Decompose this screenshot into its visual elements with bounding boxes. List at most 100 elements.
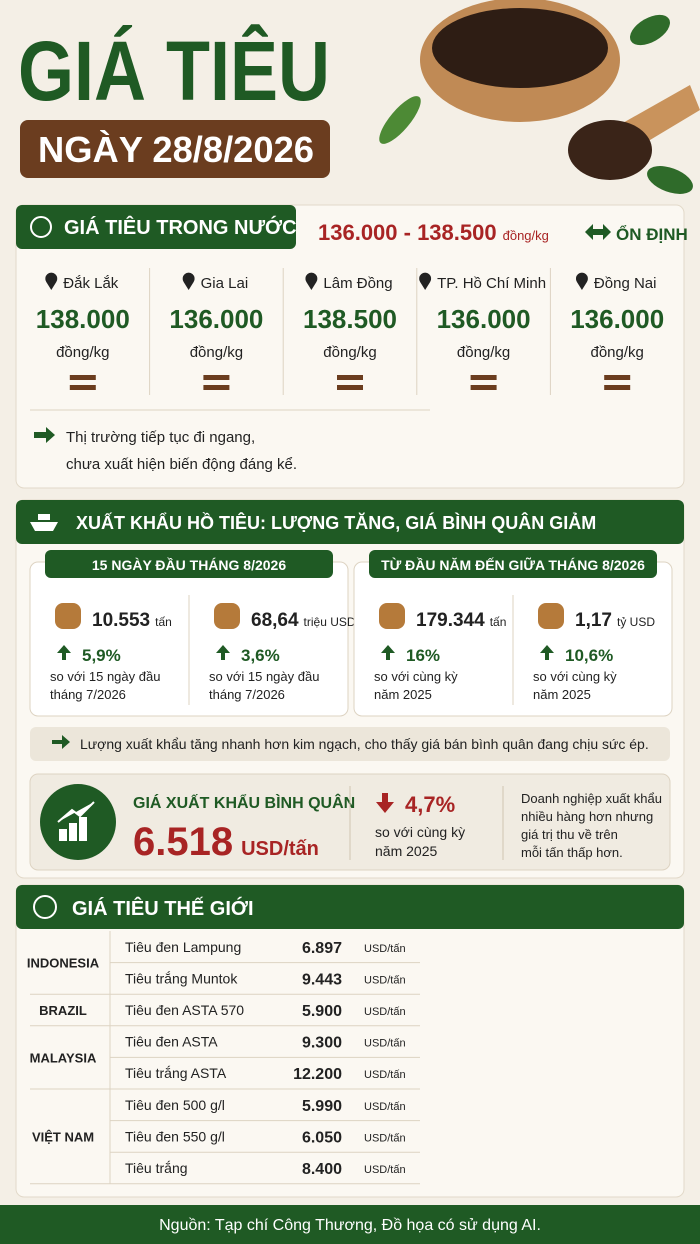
export-compare: so với cùng kỳ bbox=[533, 669, 617, 684]
note-arrow bbox=[34, 427, 55, 443]
equal-icon bbox=[69, 385, 96, 390]
world-price: 8.400 bbox=[302, 1161, 342, 1178]
region-price: 138.500 bbox=[303, 304, 397, 334]
pin-icon bbox=[45, 272, 58, 290]
average-value: 6.518 USD/tấn bbox=[133, 820, 319, 864]
equal-icon bbox=[69, 375, 96, 380]
region-name: Lâm Đồng bbox=[323, 275, 392, 292]
domestic-note: Thị trường tiếp tục đi ngang, bbox=[66, 429, 255, 446]
chart-icon-bg bbox=[40, 784, 116, 860]
average-change: 4,7% bbox=[405, 792, 455, 817]
world-unit: USD/tấn bbox=[364, 974, 406, 986]
world-unit: USD/tấn bbox=[364, 1069, 406, 1081]
price-range: 136.000 - 138.500 đồng/kg bbox=[318, 220, 549, 245]
average-label: GIÁ XUẤT KHẨU BÌNH QUÂN bbox=[133, 793, 355, 812]
average-compare: năm 2025 bbox=[375, 843, 437, 859]
up-arrow bbox=[540, 645, 554, 660]
product: Tiêu đen ASTA 570 bbox=[125, 1002, 244, 1018]
average-comment: Doanh nghiệp xuất khẩu bbox=[521, 791, 662, 806]
pin-icon bbox=[419, 272, 432, 290]
export-value-part: 179.344 bbox=[416, 610, 485, 631]
equal-icon bbox=[604, 375, 631, 380]
export-heading: XUẤT KHẨU HỒ TIÊU: LƯỢNG TĂNG, GIÁ BÌNH … bbox=[76, 512, 596, 533]
world-price: 12.200 bbox=[293, 1066, 342, 1083]
product: Tiêu đen 500 g/l bbox=[125, 1097, 225, 1113]
region-unit: đồng/kg bbox=[457, 344, 510, 361]
equal-icon bbox=[203, 385, 230, 390]
average-comment: nhiều hàng hơn nhưng bbox=[521, 809, 653, 824]
region-unit: đồng/kg bbox=[323, 344, 376, 361]
source: Nguồn: Tạp chí Công Thương, Đồ họa có sử… bbox=[159, 1217, 541, 1234]
world-price: 6.050 bbox=[302, 1129, 342, 1146]
export-change: 10,6% bbox=[565, 646, 613, 665]
export-value: 179.344 tấn bbox=[416, 610, 506, 631]
region-name: TP. Hồ Chí Minh bbox=[437, 275, 546, 292]
region-name: Đắk Lắk bbox=[63, 275, 119, 292]
export-value-part: tỷ USD bbox=[617, 615, 655, 629]
chart-icon bbox=[57, 801, 95, 841]
export-tab bbox=[16, 500, 684, 544]
export-value-part: tấn bbox=[155, 615, 172, 629]
world-price: 9.443 bbox=[302, 971, 342, 988]
country-name: BRAZIL bbox=[39, 1003, 87, 1018]
leaf-icon bbox=[30, 216, 52, 238]
region-unit: đồng/kg bbox=[591, 344, 644, 361]
export-value-part: tấn bbox=[490, 615, 507, 629]
world-price: 6.897 bbox=[302, 940, 342, 957]
period-title: 15 NGÀY ĐẦU THÁNG 8/2026 bbox=[92, 557, 286, 573]
money-icon bbox=[379, 603, 405, 629]
equal-icon bbox=[203, 375, 230, 380]
world-tab bbox=[16, 885, 684, 929]
region-unit: đồng/kg bbox=[190, 344, 243, 361]
export-value: 10.553 tấn bbox=[92, 610, 172, 631]
product: Tiêu trắng ASTA bbox=[125, 1065, 227, 1081]
equal-icon bbox=[470, 385, 497, 390]
equal-icon bbox=[337, 385, 363, 390]
world-card bbox=[15, 884, 685, 1198]
date-badge bbox=[20, 120, 330, 178]
product: Tiêu trắng bbox=[125, 1160, 188, 1176]
region-name: Đồng Nai bbox=[594, 275, 657, 292]
region-unit: đồng/kg bbox=[56, 344, 109, 361]
export-value: 68,64 triệu USD bbox=[251, 610, 356, 631]
pin-icon bbox=[575, 272, 588, 290]
title: GIÁ TIÊU bbox=[18, 24, 330, 118]
product: Tiêu trắng Muntok bbox=[125, 970, 238, 986]
globe-icon bbox=[33, 895, 57, 919]
region-price: 136.000 bbox=[169, 304, 263, 334]
equal-icon bbox=[604, 385, 631, 390]
export-compare: năm 2025 bbox=[533, 687, 591, 702]
money-icon bbox=[214, 603, 240, 629]
world-unit: USD/tấn bbox=[364, 1164, 406, 1176]
price-range-part: đồng/kg bbox=[503, 228, 549, 243]
up-arrow bbox=[57, 645, 71, 660]
equal-icon bbox=[470, 375, 497, 380]
domestic-tab bbox=[16, 205, 296, 249]
price-range-part: 136.000 - 138.500 bbox=[318, 220, 497, 245]
world-price: 5.900 bbox=[302, 1003, 342, 1020]
trend: ỔN ĐỊNH bbox=[616, 225, 688, 244]
export-change: 3,6% bbox=[241, 646, 280, 665]
date: NGÀY 28/8/2026 bbox=[38, 129, 314, 170]
world-unit: USD/tấn bbox=[364, 1101, 406, 1113]
world-unit: USD/tấn bbox=[364, 943, 406, 955]
region-price: 138.000 bbox=[36, 304, 130, 334]
up-arrow bbox=[381, 645, 395, 660]
average-value-part: USD/tấn bbox=[241, 838, 319, 860]
export-compare: tháng 7/2026 bbox=[209, 687, 285, 702]
domestic-card bbox=[15, 204, 685, 489]
note-arrow bbox=[52, 735, 70, 749]
export-note-bar bbox=[30, 727, 670, 761]
country-name: MALAYSIA bbox=[30, 1050, 97, 1065]
product: Tiêu đen ASTA bbox=[125, 1034, 218, 1050]
world-price: 9.300 bbox=[302, 1035, 342, 1052]
region-name: Gia Lai bbox=[201, 275, 249, 292]
country-name: INDONESIA bbox=[27, 956, 100, 971]
footer-bar bbox=[0, 1205, 700, 1244]
world-heading: GIÁ TIÊU THẾ GIỚI bbox=[72, 896, 254, 920]
export-value-part: triệu USD bbox=[304, 615, 356, 629]
region-price: 136.000 bbox=[437, 304, 531, 334]
product: Tiêu đen Lampung bbox=[125, 939, 241, 955]
period-tab bbox=[45, 550, 333, 578]
